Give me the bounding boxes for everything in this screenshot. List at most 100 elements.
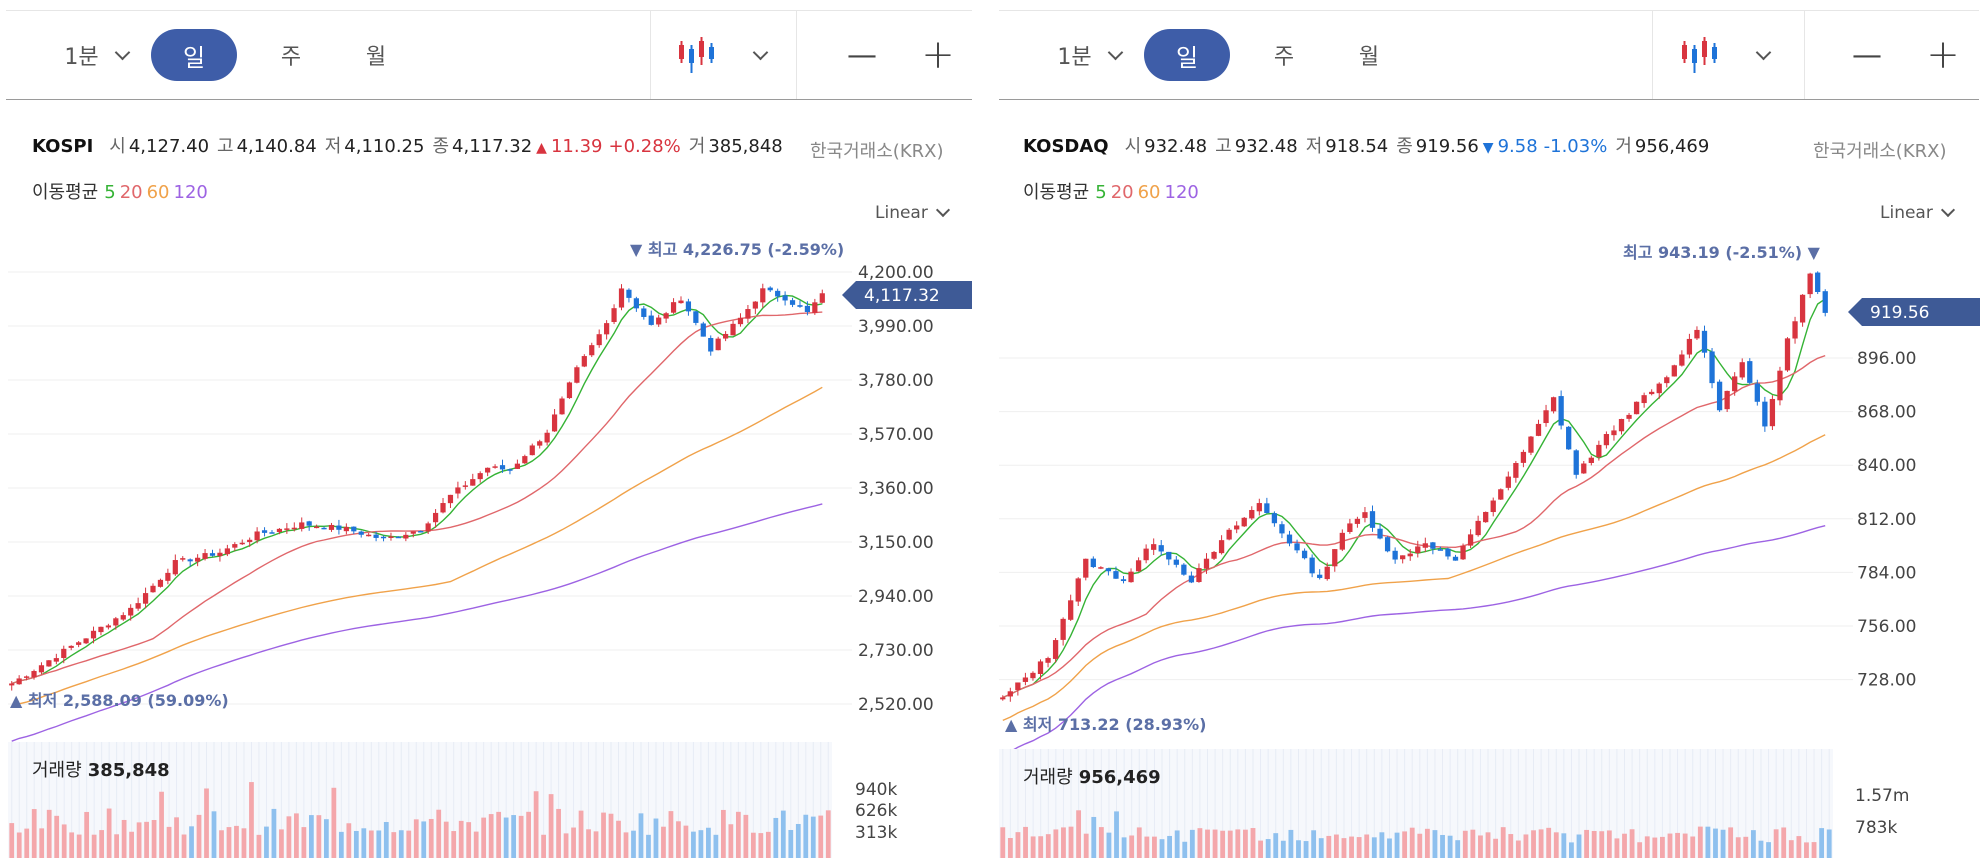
volume-bar [578,810,584,858]
tab-day[interactable]: 일 [151,29,237,81]
volume-bar [661,826,666,858]
volume-bar [1144,836,1150,858]
chart-type-dropdown[interactable] [1669,11,1779,99]
current-price-label: 4,117.32 [864,286,940,306]
interval-dropdown[interactable]: 1분 [46,11,146,99]
volume-bar [264,826,269,858]
volume-bar [1197,828,1203,858]
volume-axis-label: 783k [1855,818,1897,838]
candle [782,295,788,301]
volume-bar [121,819,127,858]
ma-label: 이동평균 [32,182,99,203]
candle [804,305,811,313]
zoom-in-button[interactable]: + [1915,11,1971,99]
price-chart: 4,200.00 3,990.00 3,780.00 3,570.00 3,360.00… [8,240,972,858]
candle [276,528,283,532]
volume-bar [526,811,531,858]
scale-dropdown[interactable]: Linear [875,202,950,223]
candle [1181,564,1187,575]
tab-month[interactable]: 월 [365,45,387,70]
candle [1445,548,1451,557]
candle [1709,351,1715,384]
volume-bar [294,813,299,858]
volume-bar [1781,827,1787,858]
moving-average-legend: 이동평균 5 20 60 120 [32,178,214,204]
candle [685,301,692,312]
scale-dropdown[interactable]: Linear [1880,202,1955,223]
volume-bar [1713,828,1718,858]
candle [499,465,506,470]
candle [1324,566,1330,580]
candle [165,572,171,581]
chart-type-dropdown[interactable] [666,11,776,99]
volume-bar [1076,810,1082,858]
volume-bar [1280,840,1286,858]
volume-bar [1045,834,1051,858]
candle [1135,560,1142,572]
candle [1633,401,1640,415]
zoom-out-button[interactable]: — [1839,11,1895,99]
candle [507,469,513,471]
volume-bar [106,808,112,858]
volume-bar [1538,829,1544,858]
candle [1611,430,1617,436]
interval-dropdown[interactable]: 1분 [1039,11,1139,99]
volume-bar [780,810,786,858]
candle [1535,423,1542,436]
volume-bar [1083,833,1089,858]
tab-week[interactable]: 주 [1273,45,1295,70]
candle [1022,677,1029,682]
tab-month[interactable]: 월 [1358,45,1380,70]
tab-day[interactable]: 일 [1144,29,1230,81]
candle [760,288,766,303]
minus-icon: — [1852,37,1882,73]
volume-bar [548,794,554,858]
candle [566,382,573,399]
candle [1656,383,1662,394]
zoom-out-button[interactable]: — [834,11,890,99]
candle [343,526,349,532]
volume-bar [1106,832,1112,858]
toolbar-divider [650,11,651,99]
zoom-in-button[interactable]: + [910,11,966,99]
candle [1256,503,1262,512]
volume-bar [84,811,90,858]
volume-bar [1652,837,1658,858]
volume-axis-label: 626k [855,801,897,821]
volume-bar [406,830,412,858]
volume-bar [1394,832,1400,858]
candle [485,467,491,473]
candle [1166,551,1172,560]
candle [1558,396,1564,426]
current-price-label: 919.56 [1870,303,1929,323]
candle [172,560,178,575]
toolbar-divider [796,11,797,99]
volume-bar [1038,836,1044,858]
candle [403,534,409,539]
candle [1505,476,1511,488]
volume-bar [1356,837,1362,858]
candle [678,300,684,304]
candle [321,527,327,530]
candle [723,333,729,339]
volume-bar [16,832,22,858]
candle [618,288,625,308]
volume-bar [773,817,779,858]
candle [1128,571,1134,583]
volume-bar [676,821,681,858]
candle [180,558,186,560]
candle [217,552,223,557]
candle [380,536,387,539]
ma-line-120 [11,503,823,742]
volume-bar [219,830,224,858]
ma-line-5 [1002,298,1826,699]
candle [1075,578,1081,602]
volume-bar [1182,841,1188,858]
candle [1339,532,1345,550]
chevron-down-icon [1755,44,1771,60]
tab-week[interactable]: 주 [280,45,302,70]
volume-bar [1015,832,1021,858]
candle [425,523,431,532]
volume-bar [1455,840,1461,858]
volume-bar [1129,835,1135,858]
